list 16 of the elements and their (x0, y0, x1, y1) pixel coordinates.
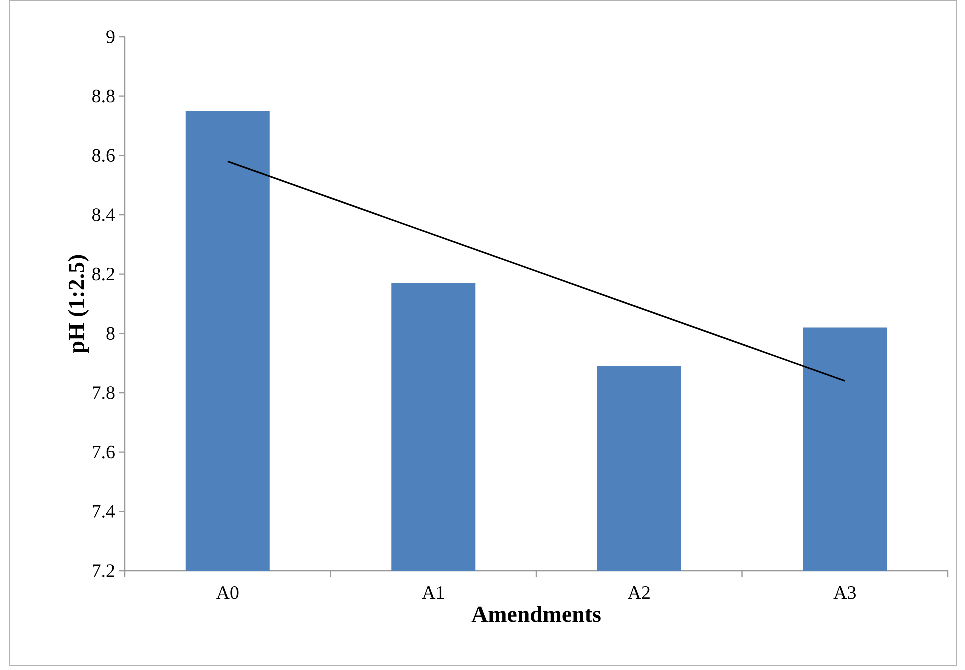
y-tick-label: 8.2 (92, 268, 114, 281)
y-tick-label: 9 (106, 30, 115, 44)
y-tick-label: 7.2 (93, 564, 114, 578)
y-tick-label: 8 (106, 327, 115, 340)
y-axis-title: pH (1:2.5) (68, 255, 89, 354)
y-tick-label: 7.6 (93, 446, 115, 459)
y-tick-label: 7.4 (93, 505, 116, 518)
y-tick-label: 8.4 (92, 208, 116, 222)
x-tick-label: A0 (216, 586, 239, 600)
y-tick-label: 8.6 (92, 149, 115, 162)
y-tick-label: 7.8 (93, 386, 115, 400)
y-tick-label: 8.8 (92, 90, 115, 103)
x-axis-title: Amendments (472, 606, 601, 622)
x-tick-label: A1 (422, 586, 444, 599)
x-tick-label: A2 (628, 586, 650, 600)
x-tick-label: A3 (834, 586, 856, 600)
